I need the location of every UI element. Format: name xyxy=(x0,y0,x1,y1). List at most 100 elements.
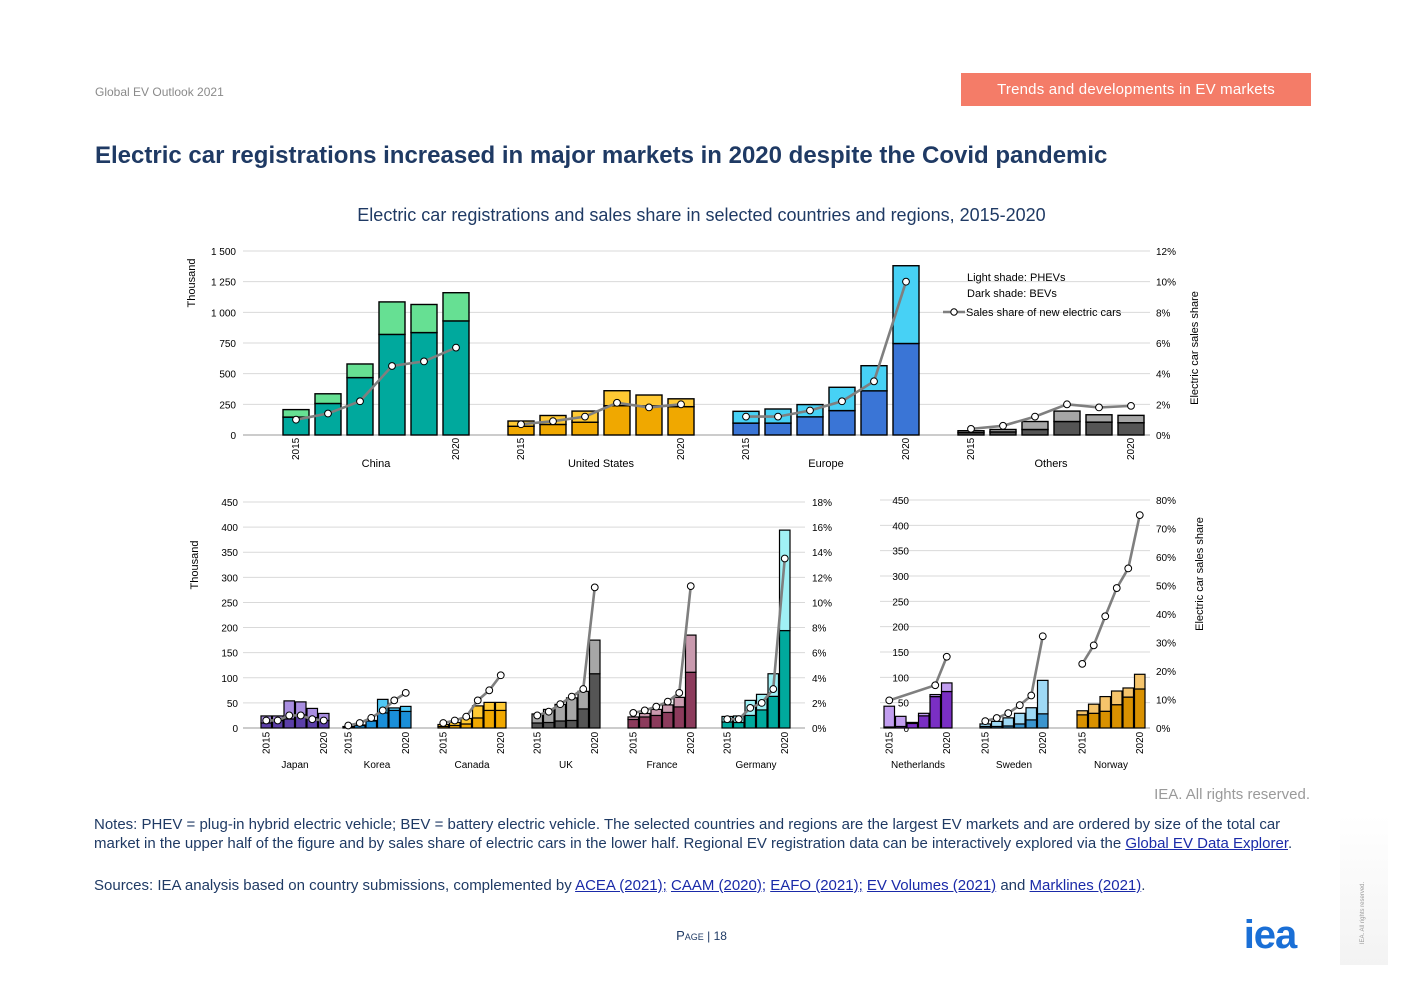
phev-bar xyxy=(1085,414,1113,423)
y2-tick-label: 8% xyxy=(1156,308,1171,319)
phev-bar xyxy=(989,428,1017,433)
sales-share-point xyxy=(885,696,894,705)
sales-share-point xyxy=(1089,641,1098,650)
caam-link[interactable]: CAAM (2020); xyxy=(670,877,767,894)
y2-tick-label: 4% xyxy=(1156,370,1171,381)
x-tick-label: 2015 xyxy=(261,731,272,754)
bev-bar xyxy=(399,710,412,729)
sales-share-point xyxy=(1127,401,1135,410)
sales-share-line xyxy=(746,281,908,418)
eafo-link[interactable]: EAFO (2021); xyxy=(770,877,863,894)
bev-bar xyxy=(365,720,378,729)
phev-bar xyxy=(1117,414,1145,424)
sales-share-point xyxy=(1004,709,1013,718)
sales-share-point xyxy=(390,696,399,705)
acea-link[interactable]: ACEA (2021); xyxy=(575,877,667,894)
y2-tick-label: 6% xyxy=(1156,339,1171,350)
bev-bar xyxy=(1036,713,1049,729)
phev-bar xyxy=(1021,420,1049,431)
y2-tick-label: 2% xyxy=(812,699,827,710)
y2-tick-label: 10% xyxy=(812,598,832,609)
y2-tick-label: 30% xyxy=(1156,639,1176,650)
y-tick-label: 100 xyxy=(221,674,238,685)
bev-bar xyxy=(1122,696,1135,729)
group-label: Norway xyxy=(1094,760,1128,771)
bev-bar xyxy=(603,404,631,436)
group-label: Europe xyxy=(808,458,843,470)
group-label: Korea xyxy=(364,760,391,771)
x-tick-label: 2020 xyxy=(780,731,791,754)
x-tick-label: 2015 xyxy=(980,731,991,754)
bev-bar xyxy=(283,718,296,729)
y-tick-label: 300 xyxy=(892,572,909,583)
ev-volumes-link[interactable]: EV Volumes (2021) xyxy=(866,877,997,894)
group-label: Others xyxy=(1034,458,1068,470)
phev-bar xyxy=(894,715,907,728)
bev-bar xyxy=(767,695,780,729)
x-tick-label: 2020 xyxy=(1126,437,1137,460)
y2-tick-label: 16% xyxy=(812,523,832,534)
y-tick-label: 50 xyxy=(227,699,239,710)
bev-bar xyxy=(892,342,920,436)
bev-bar xyxy=(796,416,824,436)
sales-share-point xyxy=(780,554,789,563)
bev-bar xyxy=(1013,723,1026,729)
bev-bar xyxy=(627,718,640,729)
bev-bar xyxy=(1133,688,1146,729)
bev-bar xyxy=(577,708,590,729)
phev-bar xyxy=(388,707,401,712)
y2-tick-label: 10% xyxy=(1156,278,1176,289)
phev-bar xyxy=(577,690,590,710)
phev-bar xyxy=(314,393,342,405)
sales-share-point xyxy=(473,696,482,705)
group-label: Germany xyxy=(735,760,776,771)
y-axis-label: Thousand xyxy=(186,259,198,308)
sales-share-point xyxy=(567,692,576,701)
sales-share-point xyxy=(324,409,332,418)
y2-tick-label: 80% xyxy=(1156,496,1176,507)
y-tick-label: 100 xyxy=(892,673,909,684)
marklines-link[interactable]: Marklines (2021) xyxy=(1029,877,1142,894)
x-tick-label: 2015 xyxy=(628,731,639,754)
phev-bar xyxy=(588,639,601,675)
sales-share-point xyxy=(452,343,460,352)
x-tick-label: 2020 xyxy=(1135,731,1146,754)
phev-bar xyxy=(627,716,640,721)
phev-bar xyxy=(410,303,438,334)
sales-share-point xyxy=(556,700,565,709)
sales-share-point xyxy=(401,688,410,697)
y2-tick-label: 8% xyxy=(812,624,827,635)
sources-and: and xyxy=(996,877,1030,894)
group-label: UK xyxy=(559,760,573,771)
notes: Notes: PHEV = plug-in hybrid electric ve… xyxy=(94,815,1309,853)
x-tick-label: 2015 xyxy=(291,437,302,460)
phev-bar xyxy=(1036,679,1049,715)
bev-bar xyxy=(778,629,791,729)
bev-bar xyxy=(460,723,473,729)
y2-tick-label: 40% xyxy=(1156,610,1176,621)
sales-share-point xyxy=(870,377,878,386)
sales-share-point xyxy=(1112,584,1121,592)
y2-tick-label: 12% xyxy=(812,573,832,584)
sales-share-point xyxy=(367,714,376,722)
phev-bar xyxy=(778,529,791,632)
bev-bar xyxy=(917,715,930,729)
phev-bar xyxy=(990,720,1003,728)
group-label: United States xyxy=(568,458,635,470)
sales-share-point xyxy=(1124,564,1133,573)
bev-bar xyxy=(755,709,768,729)
sales-share-point xyxy=(579,685,588,693)
side-strip xyxy=(1340,815,1388,965)
sales-share-point xyxy=(439,719,448,727)
phev-bar xyxy=(906,721,919,725)
group-label: Sweden xyxy=(996,760,1032,771)
sales-share-point xyxy=(1095,403,1103,412)
sales-share-point xyxy=(292,415,300,424)
phev-bar xyxy=(917,712,930,717)
y2-tick-label: 4% xyxy=(812,674,827,685)
sales-share-point xyxy=(675,688,684,697)
sales-share-point xyxy=(344,721,353,730)
sales-share-point xyxy=(981,717,990,726)
global-ev-data-explorer-link[interactable]: Global EV Data Explorer xyxy=(1125,835,1288,852)
y-tick-label: 50 xyxy=(898,699,910,710)
